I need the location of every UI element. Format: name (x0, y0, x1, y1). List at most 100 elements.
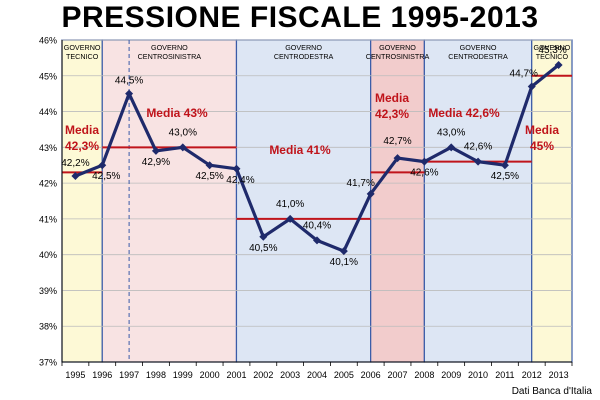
x-tick-label: 2012 (522, 370, 542, 380)
x-tick-label: 2010 (468, 370, 488, 380)
y-tick-label: 44% (39, 107, 57, 117)
x-tick-label: 1997 (119, 370, 139, 380)
data-point (393, 154, 402, 163)
data-label: 44,5% (115, 76, 143, 87)
x-tick-label: 1999 (173, 370, 193, 380)
data-label: 41,0% (276, 199, 304, 210)
period-band (370, 39, 425, 363)
data-label: 43,0% (437, 127, 465, 138)
data-label: 40,1% (330, 257, 358, 268)
period-band (61, 39, 103, 363)
chart-title: PRESSIONE FISCALE 1995-2013 (61, 1, 539, 34)
x-tick-label: 2003 (280, 370, 300, 380)
period-label: GOVERNO (151, 43, 188, 52)
data-label: 42,7% (383, 136, 411, 147)
period-label: CENTRODESTRA (448, 52, 508, 61)
x-tick-label: 2009 (441, 370, 461, 380)
data-label: 42,6% (410, 168, 438, 179)
y-tick-label: 37% (39, 358, 57, 368)
period-band (423, 39, 533, 363)
data-label: 42,9% (142, 157, 170, 168)
data-label: 40,4% (303, 220, 331, 231)
mean-label: 45% (530, 139, 554, 153)
period-label: GOVERNO (64, 43, 101, 52)
source-note: Dati Banca d'Italia (511, 386, 592, 397)
data-point (286, 214, 295, 223)
x-tick-label: 1996 (92, 370, 112, 380)
x-tick-label: 2006 (361, 370, 381, 380)
y-tick-label: 39% (39, 286, 57, 296)
data-label: 42,5% (195, 171, 223, 182)
x-tick-label: 2004 (307, 370, 327, 380)
data-point (313, 236, 321, 245)
data-label: 41,7% (347, 178, 375, 189)
x-tick-label: 2007 (388, 370, 408, 380)
mean-label: Media 41% (269, 143, 331, 157)
data-point (71, 171, 80, 180)
mean-label: Media (375, 91, 409, 105)
y-tick-label: 42% (39, 179, 57, 189)
data-label: 40,5% (249, 243, 277, 254)
mean-label: 42,3% (65, 139, 99, 153)
mean-label: Media 43% (146, 106, 208, 120)
data-point (178, 143, 187, 152)
data-label: 43,0% (169, 127, 197, 138)
mean-label: Media 42,6% (428, 106, 500, 120)
x-tick-label: 2011 (495, 370, 514, 380)
data-point (205, 161, 214, 170)
x-tick-label: 1995 (65, 370, 85, 380)
data-point (474, 157, 483, 166)
data-point (98, 161, 107, 170)
period-band (531, 39, 573, 363)
x-tick-label: 2002 (253, 370, 273, 380)
data-point (259, 232, 268, 241)
data-label: 45,3% (538, 45, 566, 56)
data-label: 42,4% (226, 175, 254, 186)
data-point (125, 89, 134, 98)
period-label: GOVERNO (533, 43, 570, 52)
x-tick-label: 2005 (334, 370, 354, 380)
data-point (500, 161, 509, 170)
data-label: 42,6% (464, 142, 492, 153)
period-bands (61, 39, 573, 363)
period-label: GOVERNO (285, 43, 322, 52)
period-label: CENTROSINISTRA (366, 52, 430, 61)
data-point (339, 247, 348, 256)
data-point (420, 157, 429, 166)
mean-label: Media (65, 123, 99, 137)
period-label: CENTRODESTRA (274, 52, 334, 61)
data-point (527, 82, 536, 91)
data-point (151, 146, 160, 155)
period-label: GOVERNO (379, 43, 416, 52)
series-line (71, 61, 563, 256)
x-tick-label: 2001 (226, 370, 246, 380)
mean-lines (62, 74, 572, 220)
x-tick-label: 2013 (549, 370, 569, 380)
data-label: 42,5% (92, 171, 120, 182)
y-tick-label: 38% (39, 322, 57, 332)
y-tick-label: 40% (39, 250, 57, 260)
period-label: CENTROSINISTRA (138, 52, 202, 61)
data-point (366, 189, 375, 198)
x-tick-label: 1998 (146, 370, 166, 380)
data-label: 42,5% (491, 171, 519, 182)
period-label: TECNICO (66, 52, 99, 61)
period-label: GOVERNO (460, 43, 497, 52)
period-band (235, 39, 372, 363)
y-tick-label: 46% (39, 36, 57, 46)
data-label: 44,7% (510, 69, 538, 80)
y-tick-label: 41% (39, 214, 57, 224)
data-label: 42,2% (61, 158, 89, 169)
y-tick-label: 43% (39, 143, 57, 153)
axes: 37% 38% 39% 40% 41% 42% 43% 44% 45% 46% 1995 1996 19… (39, 36, 573, 380)
data-point (554, 61, 563, 70)
y-tick-label: 45% (39, 71, 57, 81)
x-tick-label: 2000 (200, 370, 220, 380)
data-point (232, 164, 241, 173)
labels: GOVERNOTECNICOGOVERNOCENTROSINISTRAGOVER… (61, 43, 570, 268)
data-point (447, 143, 456, 152)
period-band (101, 39, 238, 363)
mean-label: Media (525, 123, 559, 137)
mean-label: 42,3% (375, 107, 409, 121)
